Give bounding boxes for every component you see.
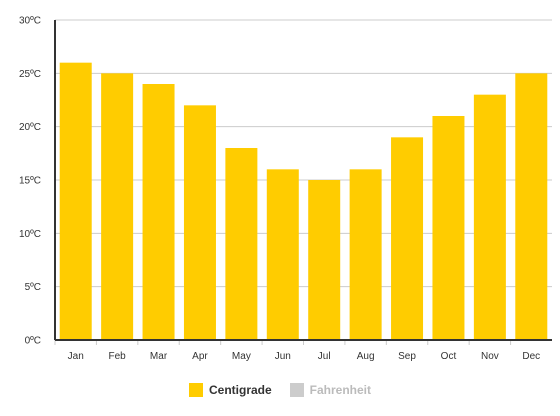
y-tick-label: 25ºC <box>19 69 41 80</box>
y-tick-label: 15ºC <box>19 176 41 187</box>
bar-apr[interactable] <box>183 105 216 340</box>
legend-item-fahrenheit[interactable]: Fahrenheit <box>289 383 372 397</box>
x-tick-label: Oct <box>441 351 457 362</box>
x-tick-label: May <box>232 351 251 362</box>
bar-may[interactable] <box>225 148 258 340</box>
bar-aug[interactable] <box>349 169 382 340</box>
legend-label-fahrenheit: Fahrenheit <box>309 383 372 397</box>
x-tick-label: Feb <box>109 351 127 362</box>
x-tick-label: Sep <box>398 351 416 362</box>
y-tick-label: 20ºC <box>19 122 41 133</box>
bar-jul[interactable] <box>308 180 341 340</box>
bar-sep[interactable] <box>391 137 424 340</box>
x-tick-label: Apr <box>192 351 208 362</box>
bar-oct[interactable] <box>432 116 465 340</box>
y-tick-label: 30ºC <box>19 16 41 27</box>
bar-mar[interactable] <box>142 84 175 340</box>
gridlines <box>55 19 552 288</box>
bar-jun[interactable] <box>266 169 299 340</box>
x-tick-label: Nov <box>481 351 499 362</box>
legend: Centigrade Fahrenheit <box>0 383 560 397</box>
legend-item-centigrade[interactable]: Centigrade <box>188 383 272 397</box>
bar-dec[interactable] <box>515 73 548 340</box>
legend-swatch-centigrade <box>188 383 203 397</box>
axes <box>54 20 552 345</box>
x-tick-label: Mar <box>150 351 168 362</box>
x-tick-label: Jan <box>68 351 84 362</box>
x-tick-label: Dec <box>522 351 540 362</box>
x-tick-label: Jul <box>318 351 331 362</box>
bar-feb[interactable] <box>101 73 134 340</box>
x-tick-labels: Jan Feb Mar Apr May Jun Jul Aug Sep Oct Nov Dec <box>68 351 541 362</box>
y-tick-label: 10ºC <box>19 229 41 240</box>
y-tick-label: 0ºC <box>25 336 41 347</box>
legend-swatch-fahrenheit <box>289 383 304 397</box>
bar-jan[interactable] <box>59 62 92 341</box>
legend-label-centigrade: Centigrade <box>208 383 272 397</box>
y-tick-label: 5ºC <box>25 282 41 293</box>
x-tick-label: Aug <box>357 351 375 362</box>
y-tick-labels: 0ºC 5ºC 10ºC 15ºC 20ºC 25ºC 30ºC <box>19 16 41 347</box>
x-tick-label: Jun <box>275 351 291 362</box>
bar-nov[interactable] <box>473 94 506 341</box>
bars <box>59 62 548 341</box>
